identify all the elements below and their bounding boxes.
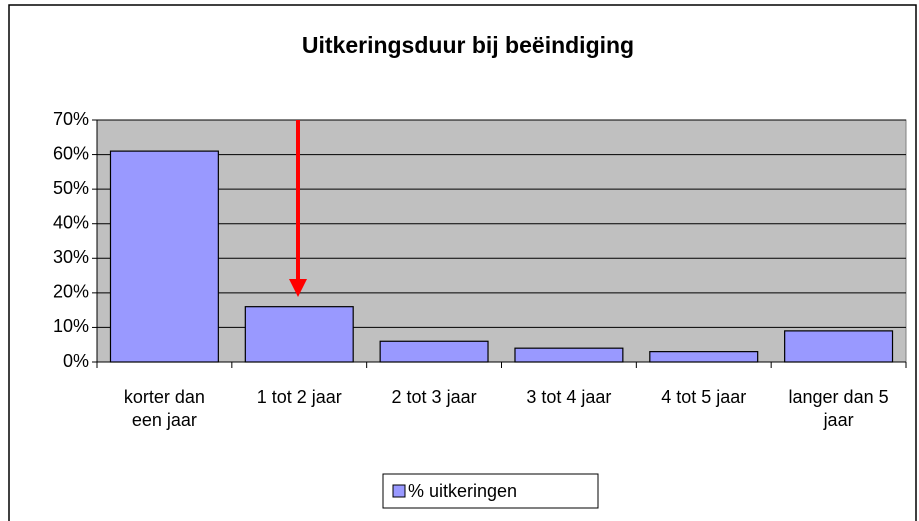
x-tick-label: 2 tot 3 jaar <box>391 387 477 407</box>
bar <box>784 330 894 363</box>
x-tick-label: langer dan 5 jaar <box>788 387 889 430</box>
bar <box>109 150 219 363</box>
bar <box>244 306 354 363</box>
y-tick-label: 50% <box>53 178 89 198</box>
y-tick-label: 30% <box>53 247 89 267</box>
x-tick-label-box: 2 tot 3 jaar <box>391 387 477 407</box>
x-tick-label: 4 tot 5 jaar <box>661 387 747 407</box>
x-tick-label: korter dan een jaar <box>123 387 205 430</box>
x-tick-label-box: korter dan een jaar <box>123 387 205 430</box>
y-tick-label: 60% <box>53 143 89 163</box>
y-tick-label: 40% <box>53 212 89 232</box>
legend-label: % uitkeringen <box>408 481 517 501</box>
bar <box>649 351 759 363</box>
bar <box>379 340 489 363</box>
x-tick-label-box: 3 tot 4 jaar <box>526 387 612 407</box>
x-tick-label: 3 tot 4 jaar <box>526 387 612 407</box>
y-tick-label: 70% <box>53 109 89 129</box>
legend-box <box>382 473 599 509</box>
y-tick-label: 0% <box>63 351 89 371</box>
chart-title: Uitkeringsduur bij beëindiging <box>302 32 634 58</box>
bar <box>514 347 624 363</box>
plot-area <box>96 119 907 363</box>
y-tick-label: 10% <box>53 316 89 336</box>
x-tick-label: 1 tot 2 jaar <box>256 387 342 407</box>
x-tick-label-box: langer dan 5 jaar <box>788 387 889 430</box>
arrow-head <box>289 279 307 297</box>
x-tick-label-box: 4 tot 5 jaar <box>661 387 747 407</box>
legend-swatch <box>392 484 406 498</box>
y-tick-label: 20% <box>53 282 89 302</box>
x-tick-label-box: 1 tot 2 jaar <box>256 387 342 407</box>
